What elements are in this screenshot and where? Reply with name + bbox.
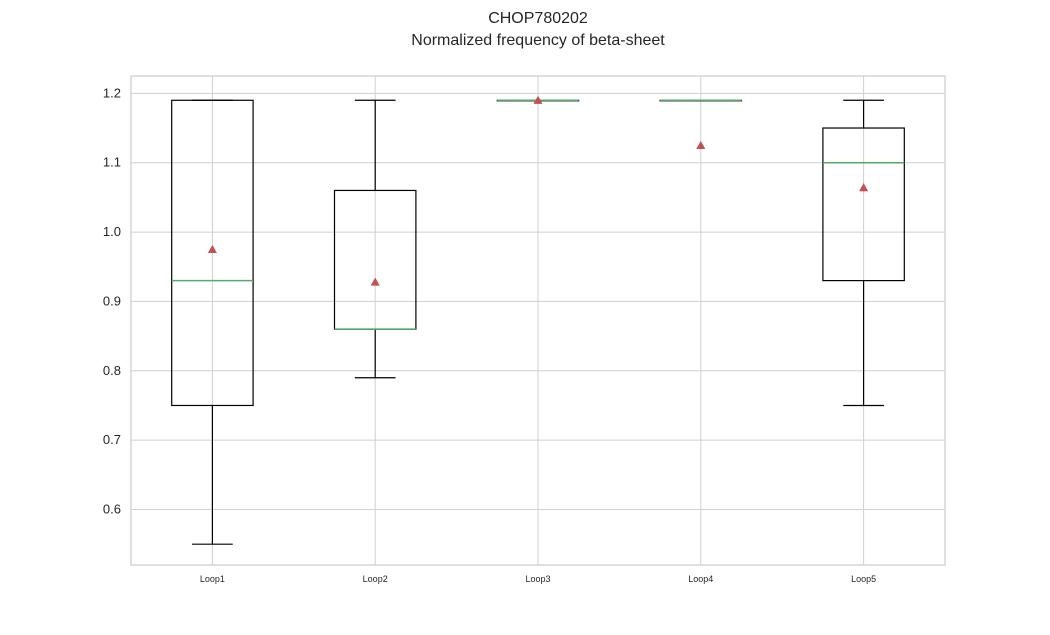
mean-marker: [533, 95, 543, 104]
x-tick-label: Loop1: [200, 574, 225, 584]
chart-title-block: CHOP780202 Normalized frequency of beta-…: [0, 8, 1050, 52]
mean-marker: [696, 140, 706, 149]
x-tick-label: Loop2: [363, 574, 388, 584]
y-tick-label: 0.7: [103, 432, 121, 447]
y-tick-label: 1.0: [103, 224, 121, 239]
x-tick-label: Loop5: [851, 574, 876, 584]
plot-frame: [130, 75, 946, 566]
y-tick-label: 0.8: [103, 363, 121, 378]
mean-marker: [859, 183, 869, 192]
chart-subtitle: Normalized frequency of beta-sheet: [411, 32, 665, 49]
y-tick-label: 0.9: [103, 293, 121, 308]
mean-marker: [207, 244, 217, 254]
box: [822, 127, 905, 282]
box: [171, 99, 254, 407]
y-tick-label: 1.2: [103, 85, 121, 100]
y-tick-label: 1.1: [103, 155, 121, 170]
mean-marker: [370, 277, 380, 286]
y-tick-label: 0.6: [103, 502, 121, 517]
x-tick-label: Loop3: [525, 574, 550, 584]
chart-title: CHOP780202: [488, 10, 588, 27]
x-tick-label: Loop4: [688, 574, 713, 584]
